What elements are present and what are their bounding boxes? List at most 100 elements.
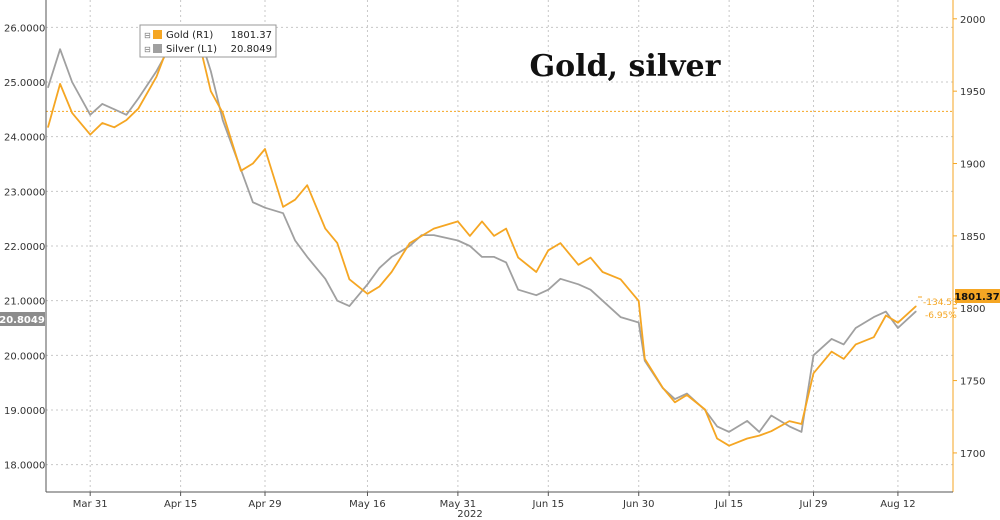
legend-swatch-silver: [153, 44, 162, 53]
silver-data-point: [47, 86, 49, 89]
gold-data-point: [493, 235, 495, 237]
silver-data-point: [915, 310, 917, 312]
y-right-tick-label: 1750: [960, 377, 985, 388]
silver-data-point: [336, 300, 338, 302]
gold-data-point: [113, 126, 115, 128]
silver-data-point: [294, 239, 296, 242]
gold-data-point: [843, 358, 845, 360]
gold-data-point: [662, 387, 664, 389]
gold-data-point: [252, 162, 254, 165]
gold-data-point: [674, 401, 676, 403]
grid: [46, 0, 953, 492]
gold-data-point: [366, 293, 369, 295]
silver-data-point: [505, 261, 507, 263]
silver-data-point: [577, 283, 580, 285]
change-pct: -6.95%: [925, 311, 957, 321]
x-tick-label: Jun 15: [532, 499, 565, 510]
gold-data-point: [336, 242, 338, 244]
gold-data-point: [421, 235, 423, 237]
silver-data-point: [746, 420, 748, 422]
silver-data-point: [457, 239, 459, 242]
y-right-tick-label: 1850: [960, 232, 985, 243]
y-left-tick-label: 24.0000: [4, 133, 45, 144]
x-axis-year: 2022: [457, 509, 482, 520]
gold-last-badge: 1801.37: [954, 289, 1000, 303]
gold-data-point: [409, 242, 411, 244]
gold-data-point: [505, 228, 507, 230]
x-tick-label: Mar 31: [73, 499, 108, 510]
gold-data-point: [222, 112, 224, 114]
silver-data-point: [674, 398, 676, 400]
y-left-tick-label: 21.0000: [4, 297, 45, 308]
gold-data-point: [137, 107, 139, 110]
gold-data-point: [704, 408, 706, 411]
silver-data-point: [433, 234, 435, 236]
gold-data-point: [758, 435, 760, 437]
y-right-tick-label: 1900: [960, 160, 985, 171]
x-tick-label: Aug 12: [880, 499, 915, 510]
silver-data-point: [409, 245, 411, 247]
gold-data-point: [294, 199, 296, 201]
gold-data-point: [125, 119, 127, 121]
silver-data-point: [378, 267, 381, 269]
y-right-tick-label: 2000: [960, 15, 985, 26]
x-tick-label: Jul 15: [714, 499, 743, 510]
gold-data-point: [101, 122, 103, 124]
y-left-tick-label: 22.0000: [4, 242, 45, 253]
silver-data-point: [535, 294, 537, 296]
legend-value-silver: 20.8049: [231, 44, 272, 55]
silver-data-point: [348, 305, 350, 307]
silver-data-point: [620, 316, 622, 318]
svg-text:20.8049: 20.8049: [0, 315, 45, 326]
svg-text:⊟: ⊟: [144, 45, 151, 54]
gold-data-point: [264, 148, 266, 150]
gold-data-point: [770, 430, 772, 432]
silver-data-point: [716, 425, 718, 427]
series-layer: [47, 31, 917, 447]
silver-data-point: [885, 311, 887, 313]
gold-data-point: [481, 220, 483, 222]
silver-data-point: [366, 283, 369, 285]
gold-data-point: [240, 170, 242, 172]
gold-data-point: [716, 437, 718, 440]
silver-data-point: [89, 114, 91, 116]
legend: ⊟ Gold (R1) 1801.37 ⊟ Silver (L1) 20.804…: [139, 24, 277, 58]
x-tick-label: May 31: [440, 499, 477, 510]
silver-data-point: [843, 343, 845, 345]
gold-data-point: [457, 220, 459, 222]
gold-data-point: [873, 336, 875, 338]
gold-data-point: [577, 264, 580, 266]
gold-data-point: [517, 257, 519, 259]
change-abs: -134.53: [923, 298, 958, 308]
silver-data-point: [469, 245, 471, 247]
gold-data-point: [644, 358, 646, 360]
silver-data-point: [831, 338, 833, 340]
gold-data-point: [282, 206, 284, 208]
silver-data-point: [855, 327, 857, 329]
silver-data-point: [788, 425, 791, 427]
gold-data-point: [855, 343, 857, 345]
gold-data-point: [469, 235, 471, 237]
silver-data-point: [728, 431, 730, 433]
x-tick-label: Apr 15: [164, 499, 197, 510]
silver-data-point: [812, 354, 815, 356]
gold-data-point: [638, 300, 640, 302]
legend-label-gold: Gold (R1): [166, 30, 213, 41]
silver-data-point: [252, 201, 254, 203]
gold-data-point: [535, 271, 537, 273]
gold-data-point: [391, 271, 393, 273]
silver-data-point: [101, 103, 103, 105]
x-tick-label: May 16: [349, 499, 386, 510]
y-left-tick-label: 18.0000: [4, 461, 45, 472]
gold-data-point: [831, 351, 833, 353]
gold-data-point: [559, 242, 562, 244]
gold-data-point: [589, 257, 592, 259]
gold-data-point: [620, 278, 622, 280]
gold-data-point: [89, 134, 91, 136]
y-left-tick-label: 19.0000: [4, 406, 45, 417]
y-left-tick-label: 20.0000: [4, 351, 45, 362]
gold-data-point: [433, 228, 435, 230]
gold-data-point: [746, 437, 748, 440]
silver-data-point: [800, 431, 803, 433]
